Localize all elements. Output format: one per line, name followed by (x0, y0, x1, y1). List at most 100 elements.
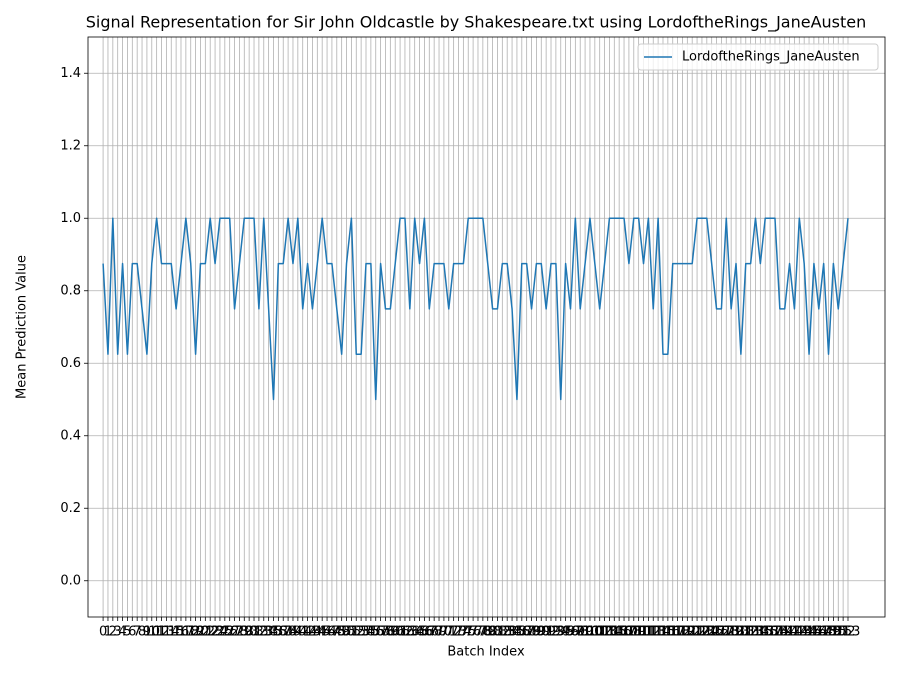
x-tick-label: 140 (772, 625, 797, 640)
x-tick-label: 40 (290, 625, 307, 640)
x-tick-label: 81 (489, 625, 506, 640)
x-tick-label: 117 (660, 625, 685, 640)
x-tick-label: 145 (797, 625, 822, 640)
x-tick-label: 79 (479, 625, 496, 640)
x-tick-label: 50 (338, 625, 355, 640)
x-tick-label: 55 (363, 625, 380, 640)
y-tick-label: 0.8 (60, 283, 81, 298)
x-tick-label: 66 (416, 625, 433, 640)
x-tick-label: 78 (475, 625, 492, 640)
x-tick-label: 92 (543, 625, 560, 640)
x-tick-label: 125 (699, 625, 724, 640)
x-tick-label: 15 (168, 625, 185, 640)
x-tick-label: 84 (504, 625, 521, 640)
x-tick-label: 0 (99, 625, 107, 640)
x-tick-label: 153 (836, 625, 861, 640)
x-tick-label: 136 (753, 625, 778, 640)
x-tick-label: 51 (343, 625, 360, 640)
x-tick-label: 100 (578, 625, 603, 640)
x-tick-label: 89 (528, 625, 545, 640)
x-tick-label: 133 (738, 625, 763, 640)
x-tick-label: 111 (631, 625, 656, 640)
x-tick-label: 74 (455, 625, 472, 640)
data-line (102, 217, 849, 401)
x-tick-label: 49 (333, 625, 350, 640)
x-tick-label: 110 (626, 625, 651, 640)
x-tick-label: 135 (748, 625, 773, 640)
x-tick-label: 114 (646, 625, 671, 640)
x-tick-label: 91 (538, 625, 555, 640)
x-tick-label: 2 (109, 625, 117, 640)
x-tick-label: 53 (353, 625, 370, 640)
legend-box (637, 43, 879, 71)
x-tick-label: 19 (187, 625, 204, 640)
x-tick-label: 113 (641, 625, 666, 640)
x-tick-label: 127 (709, 625, 734, 640)
x-tick-label: 144 (792, 625, 817, 640)
x-tick-label: 64 (406, 625, 423, 640)
x-tick-label: 6 (128, 625, 136, 640)
x-axis-label: Batch Index (447, 645, 525, 660)
x-tick-label: 44 (309, 625, 326, 640)
x-tick-label: 11 (148, 625, 165, 640)
x-tick-label: 60 (387, 625, 404, 640)
x-tick-label: 29 (236, 625, 253, 640)
x-tick-label: 80 (484, 625, 501, 640)
x-tick-label: 90 (533, 625, 550, 640)
x-tick-label: 121 (680, 625, 705, 640)
legend-label: LordoftheRings_JaneAusten (682, 50, 860, 65)
x-tick-label: 33 (255, 625, 272, 640)
plot-frame (87, 36, 886, 618)
x-tick-label: 37 (275, 625, 292, 640)
y-tick-label: 1.0 (60, 211, 81, 226)
x-tick-label: 36 (270, 625, 287, 640)
x-tick-label: 3 (114, 625, 122, 640)
x-tick-label: 126 (704, 625, 729, 640)
x-tick-label: 12 (153, 625, 170, 640)
x-tick-label: 17 (178, 625, 195, 640)
x-tick-label: 107 (612, 625, 637, 640)
y-tick-label: 0.0 (60, 573, 81, 588)
x-tick-label: 59 (382, 625, 399, 640)
x-tick-label: 34 (260, 625, 277, 640)
x-tick-label: 120 (675, 625, 700, 640)
x-tick-label: 71 (440, 625, 457, 640)
x-tick-label: 94 (552, 625, 569, 640)
x-tick-label: 83 (499, 625, 516, 640)
x-tick-label: 67 (421, 625, 438, 640)
x-tick-label: 43 (304, 625, 321, 640)
x-tick-label: 14 (163, 625, 180, 640)
x-tick-label: 116 (655, 625, 680, 640)
y-tick-label: 0.6 (60, 356, 81, 371)
x-tick-label: 30 (241, 625, 258, 640)
x-tick-label: 57 (372, 625, 389, 640)
x-tick-label: 4 (118, 625, 126, 640)
x-tick-label: 131 (728, 625, 753, 640)
x-tick-label: 76 (465, 625, 482, 640)
x-tick-label: 123 (690, 625, 715, 640)
x-tick-label: 104 (597, 625, 622, 640)
x-tick-label: 31 (246, 625, 263, 640)
x-tick-label: 147 (806, 625, 831, 640)
x-tick-label: 5 (123, 625, 131, 640)
x-tick-label: 143 (787, 625, 812, 640)
x-tick-label: 28 (231, 625, 248, 640)
x-tick-label: 23 (207, 625, 224, 640)
x-tick-label: 148 (811, 625, 836, 640)
x-tick-label: 101 (582, 625, 607, 640)
x-tick-label: 24 (212, 625, 229, 640)
x-tick-label: 141 (777, 625, 802, 640)
x-tick-label: 58 (377, 625, 394, 640)
x-tick-label: 69 (431, 625, 448, 640)
x-tick-label: 47 (324, 625, 341, 640)
x-tick-label: 105 (602, 625, 627, 640)
x-tick-label: 32 (251, 625, 268, 640)
x-tick-label: 102 (587, 625, 612, 640)
x-tick-label: 86 (514, 625, 531, 640)
x-tick-label: 134 (743, 625, 768, 640)
x-tick-label: 151 (826, 625, 851, 640)
x-tick-label: 9 (143, 625, 151, 640)
x-tick-label: 129 (719, 625, 744, 640)
x-tick-label: 68 (426, 625, 443, 640)
